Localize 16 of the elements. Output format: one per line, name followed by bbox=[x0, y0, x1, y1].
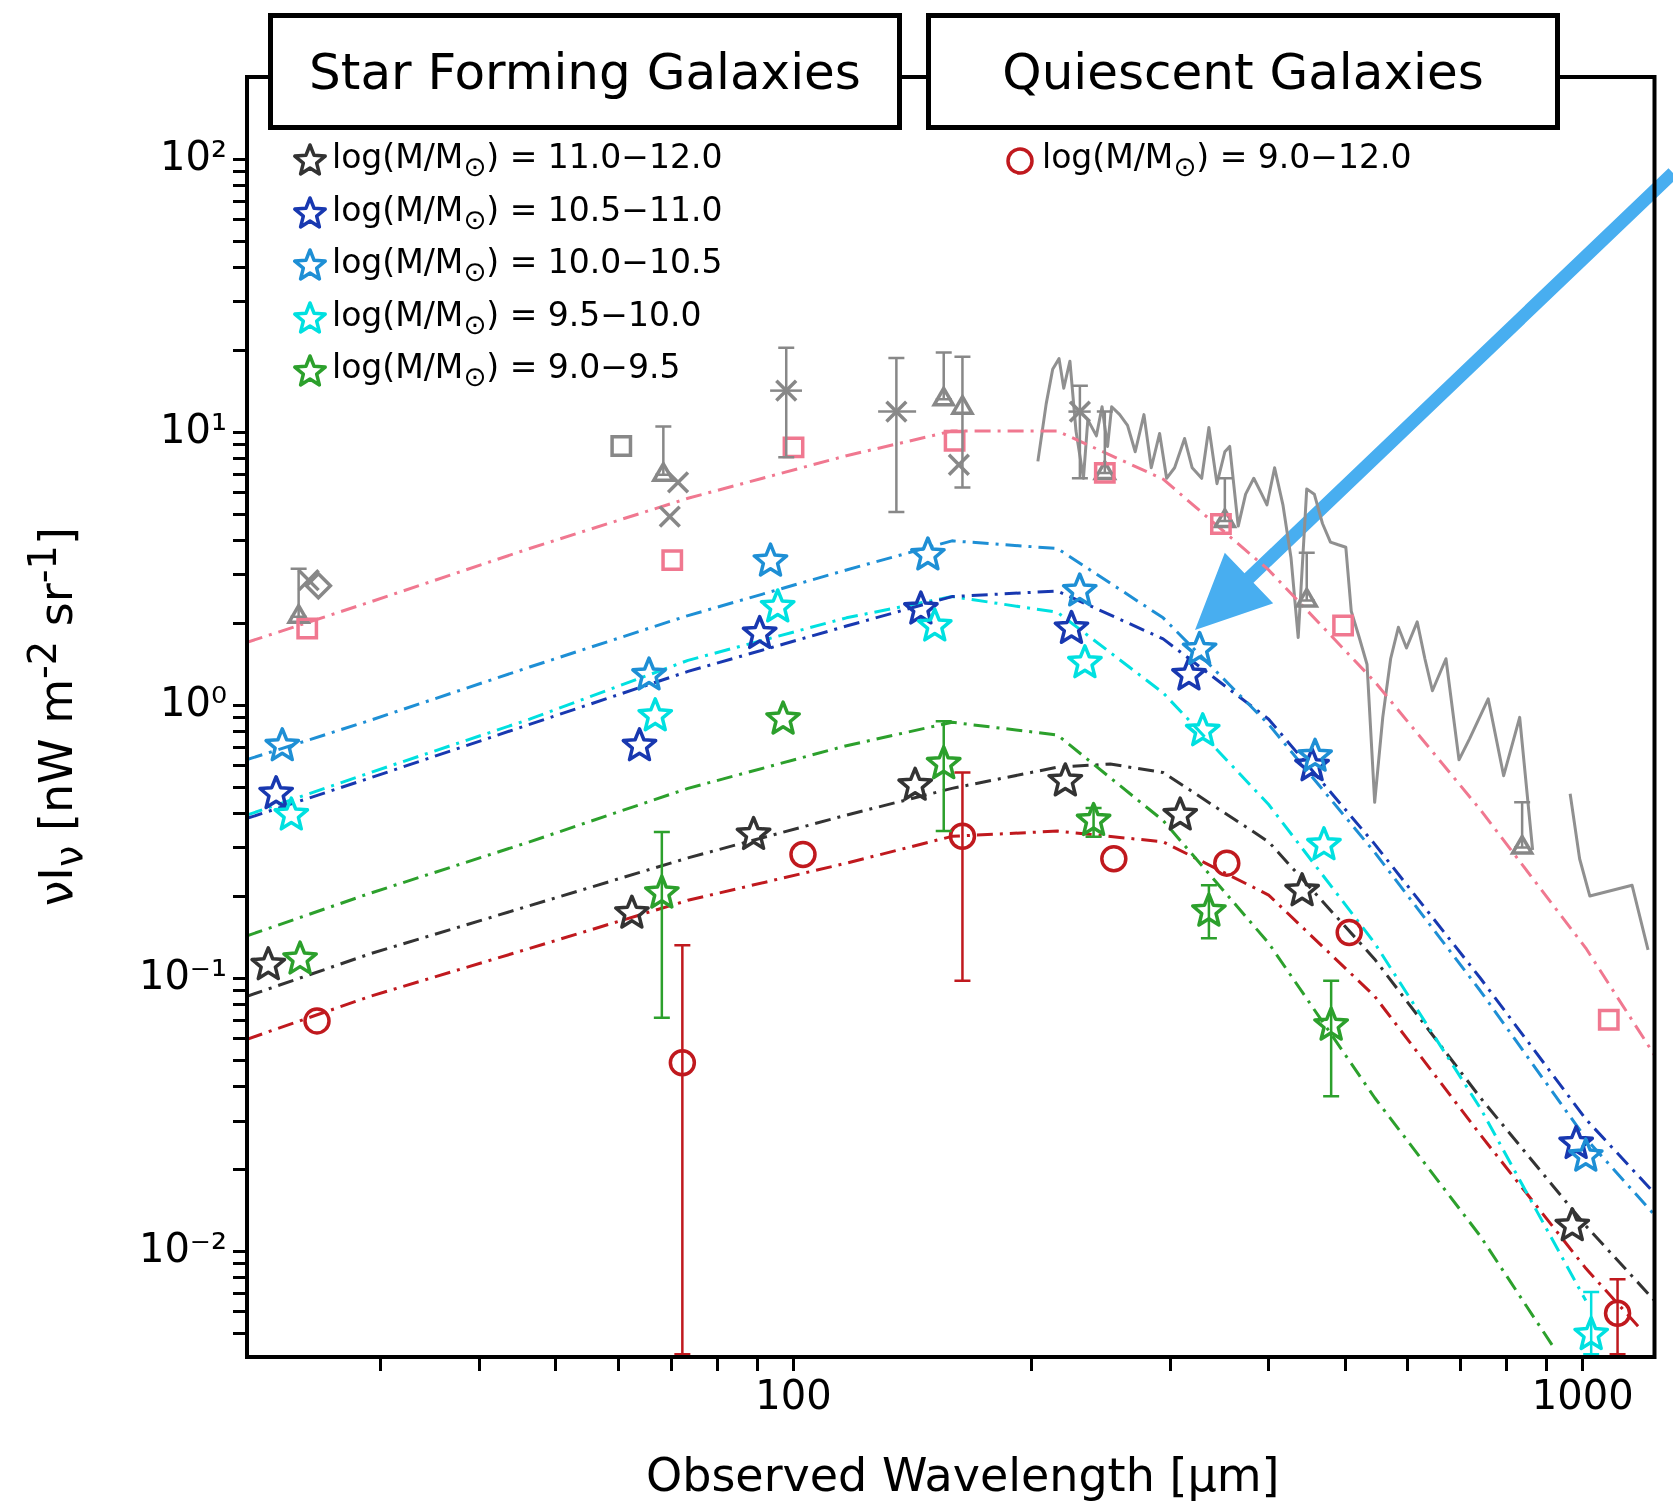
legend-label: log(M/M$_{⊙}$) = 9.0−12.0 bbox=[1042, 136, 1412, 184]
legend-label: log(M/M$_{⊙}$) = 9.0−9.5 bbox=[332, 346, 681, 394]
x-tick-label: 100 bbox=[755, 1372, 832, 1419]
legend-label: log(M/M$_{⊙}$) = 11.0−12.0 bbox=[332, 136, 723, 184]
annotation: Star Forming Galaxies bbox=[268, 13, 902, 130]
legend-label: log(M/M$_{⊙}$) = 10.5−11.0 bbox=[332, 188, 723, 237]
annotation: Quiescent Galaxies bbox=[926, 13, 1560, 130]
y-tick-label: 10² bbox=[160, 132, 227, 179]
x-tick-label: 1000 bbox=[1531, 1372, 1634, 1419]
legend-label: log(M/M$_{⊙}$) = 10.0−10.5 bbox=[332, 241, 723, 289]
x-axis-title: Observed Wavelength [μm] bbox=[646, 1448, 1280, 1502]
y-tick-label: 10⁰ bbox=[160, 678, 227, 725]
y-tick-label: 10⁻¹ bbox=[138, 951, 227, 998]
y-tick-label: 10⁻² bbox=[138, 1224, 227, 1271]
y-tick-label: 10¹ bbox=[160, 405, 227, 452]
legend-label: log(M/M$_{⊙}$) = 9.5−10.0 bbox=[332, 293, 702, 342]
